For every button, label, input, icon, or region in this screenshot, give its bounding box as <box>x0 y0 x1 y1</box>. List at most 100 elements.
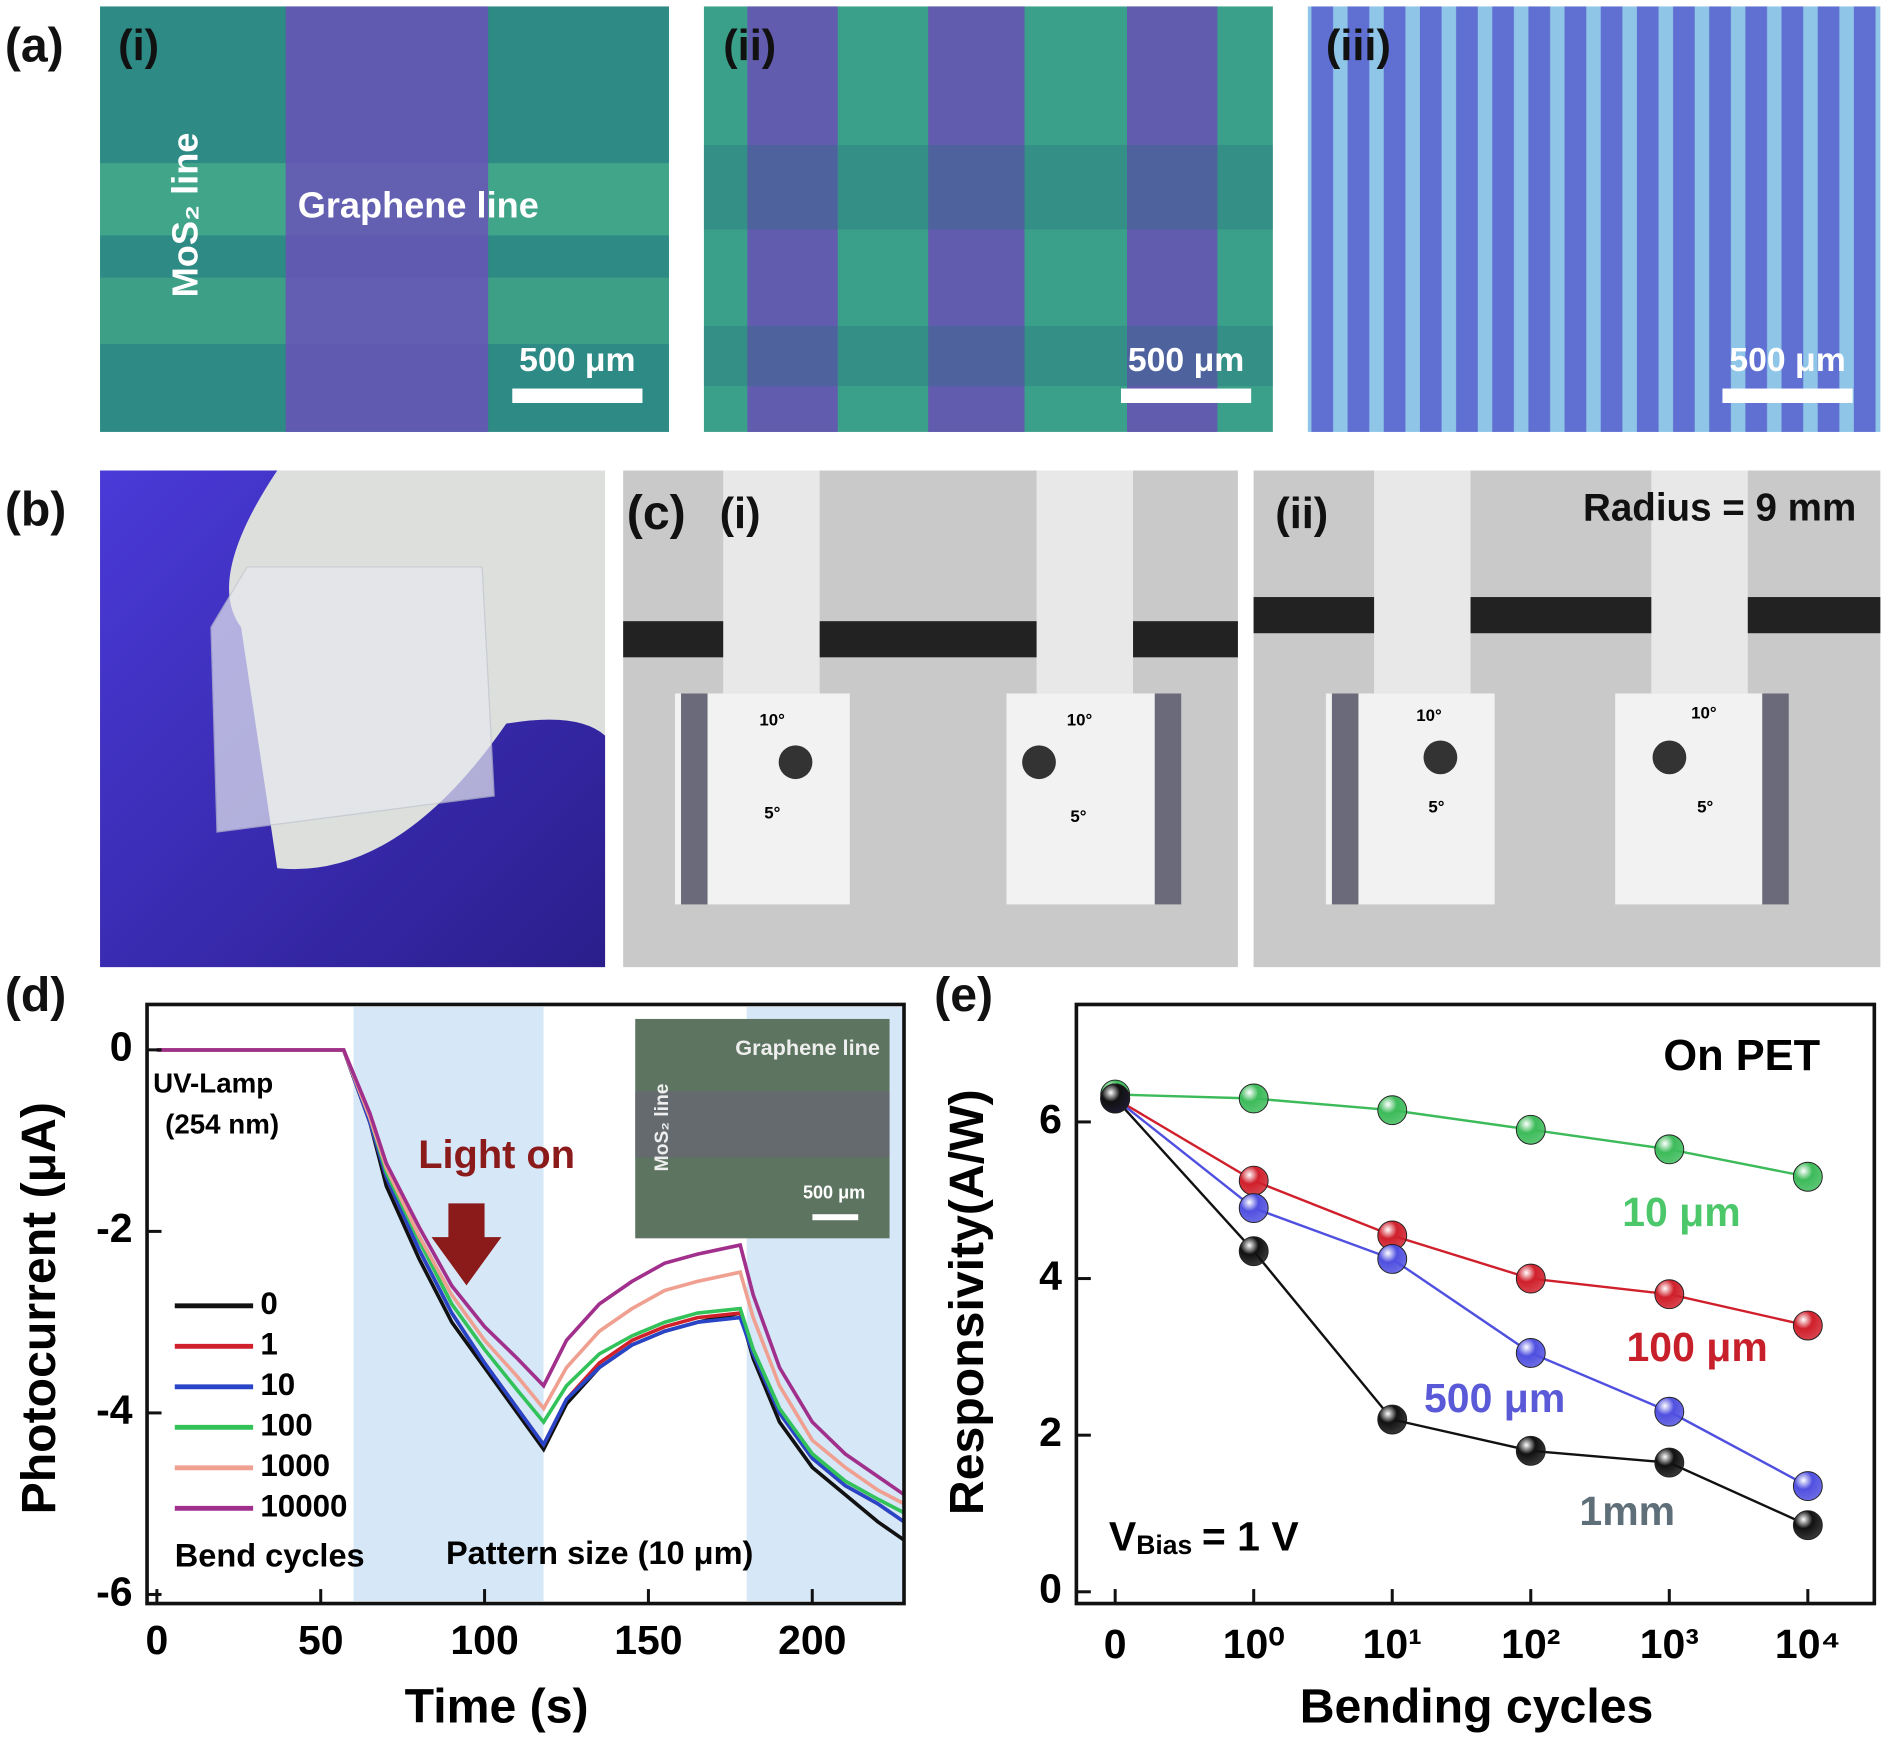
photo-band <box>703 325 1273 387</box>
angle-label: 5° <box>1070 807 1086 826</box>
radius-label: Radius = 9 mm <box>1583 486 1856 529</box>
glove <box>100 470 606 968</box>
block <box>1615 693 1784 905</box>
plot-area <box>1076 1004 1875 1604</box>
marker <box>1792 1161 1823 1192</box>
marker <box>1238 1236 1269 1267</box>
y-tick-label: 4 <box>1039 1252 1062 1298</box>
x-tick-label: 10⁰ <box>1223 1621 1285 1667</box>
block <box>1006 693 1182 905</box>
legend-label: 0 <box>260 1286 277 1321</box>
marker <box>1654 1279 1685 1310</box>
photo-band <box>928 6 1025 432</box>
scale-bar <box>812 1214 859 1221</box>
arm <box>723 470 820 694</box>
panel-label: (c) <box>627 486 686 540</box>
inset-label: 500 μm <box>803 1182 865 1202</box>
axes-frame <box>1074 1002 1877 1606</box>
x-axis-label: Bending cycles <box>1300 1679 1654 1733</box>
photo-band <box>747 6 838 432</box>
annotation: On PET <box>1663 1032 1820 1080</box>
photo-band <box>285 6 489 432</box>
y-tick-label: 2 <box>1039 1409 1062 1455</box>
panel-label: (d) <box>5 968 67 1022</box>
x-axis-label: Time (s) <box>405 1679 589 1733</box>
arm <box>1651 470 1748 694</box>
sub-label: (i) <box>720 490 761 538</box>
annotation: VBias = 1 V <box>1109 1513 1299 1559</box>
series-line <box>1114 1097 1809 1327</box>
x-tick-label: 150 <box>614 1617 682 1663</box>
angle-label: 10° <box>1691 703 1717 722</box>
marker <box>1377 1095 1408 1126</box>
marker <box>1654 1134 1685 1165</box>
y-tick-label: -4 <box>96 1387 133 1433</box>
angle-label: 5° <box>1428 797 1444 816</box>
inset-label: MoS₂ line <box>652 1083 673 1171</box>
block-edge <box>1154 693 1182 905</box>
marker <box>1792 1310 1823 1341</box>
block-edge <box>681 693 708 905</box>
series-label: 10 μm <box>1622 1189 1740 1235</box>
annotation-part: = 1 V <box>1202 1513 1299 1559</box>
marker <box>1654 1396 1685 1427</box>
knob <box>778 745 813 780</box>
arm <box>1374 470 1471 694</box>
photo-band <box>1127 6 1218 432</box>
scale-label: 500 μm <box>1128 341 1244 379</box>
block-edge <box>1762 693 1789 905</box>
knob <box>1423 740 1458 775</box>
marker <box>1238 1165 1269 1196</box>
series-line <box>1114 1097 1809 1527</box>
annotation-part: V <box>1109 1513 1137 1559</box>
photo-label: MoS₂ line <box>165 133 206 298</box>
photo-label: Graphene line <box>298 184 539 225</box>
arrow <box>431 1203 502 1286</box>
photo-band <box>703 145 1273 230</box>
scale-label: 500 μm <box>519 341 635 379</box>
marker <box>1792 1471 1823 1502</box>
x-tick-label: 10⁴ <box>1775 1621 1841 1667</box>
x-tick-label: 100 <box>450 1617 518 1663</box>
scale-bar <box>512 388 643 403</box>
inset-label: Graphene line <box>735 1035 880 1060</box>
scale-bar <box>1722 388 1853 403</box>
series-line <box>1114 1097 1809 1488</box>
panel-e-text: (e) Bending cycles Responsivity(A/W) On … <box>934 968 1820 1733</box>
x-tick-label: 0 <box>145 1617 168 1663</box>
x-tick-label: 0 <box>1104 1621 1127 1667</box>
y-axis-label: Photocurrent (μA) <box>12 1102 66 1514</box>
sub-label: (i) <box>118 22 159 70</box>
legend-label: 10000 <box>260 1489 347 1524</box>
series-label: 1mm <box>1579 1488 1675 1534</box>
panel-label: (a) <box>5 18 64 72</box>
x-tick-label: 10² <box>1501 1621 1560 1667</box>
panel-d-text: (d) Time (s) Photocurrent (μA) UV-Lamp (… <box>5 968 890 1733</box>
y-tick-label: 0 <box>1039 1566 1062 1612</box>
angle-label: 10° <box>759 711 785 730</box>
legend-label: 10 <box>260 1367 295 1402</box>
sub-label: (iii) <box>1326 22 1391 70</box>
axes-frame <box>145 1002 906 1606</box>
film <box>210 566 495 833</box>
marker <box>1238 1083 1269 1114</box>
sub-label: (ii) <box>723 22 776 70</box>
block-edge <box>1331 693 1359 905</box>
angle-label: 5° <box>1697 797 1713 816</box>
panel-label: (b) <box>5 482 67 536</box>
x-tick-label: 50 <box>298 1617 344 1663</box>
sub-label: (ii) <box>1275 490 1328 538</box>
legend-label: 1000 <box>260 1448 330 1483</box>
annotation-part: Bias <box>1136 1530 1192 1560</box>
marker <box>1515 1435 1546 1466</box>
legend-label: 1 <box>260 1327 277 1362</box>
marker <box>1515 1263 1546 1294</box>
knob <box>1022 745 1056 780</box>
panel-a: (a) (i) (ii) (iii) MoS₂ line Graphene li… <box>5 6 1881 432</box>
series-label: 500 μm <box>1424 1375 1565 1421</box>
marker <box>1792 1510 1823 1541</box>
panel-label: (e) <box>934 968 993 1022</box>
marker <box>1654 1447 1685 1478</box>
marker <box>1100 1083 1131 1114</box>
